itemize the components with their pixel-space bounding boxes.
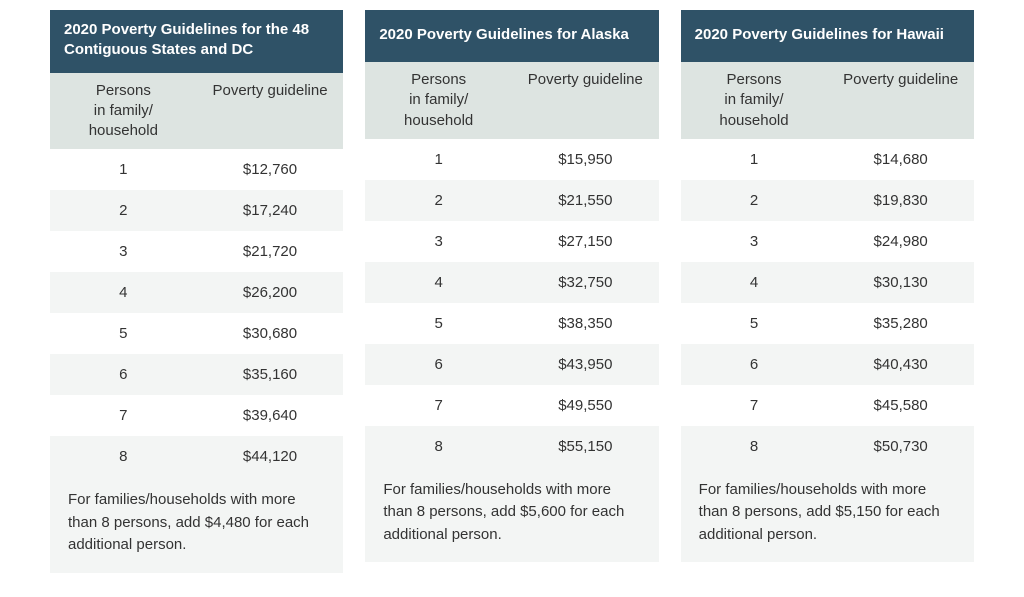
- cell-guideline: $19,830: [827, 180, 974, 221]
- cell-guideline: $45,580: [827, 385, 974, 426]
- column-header-guideline: Poverty guideline: [512, 62, 659, 139]
- cell-persons: 4: [365, 262, 512, 303]
- cell-guideline: $21,720: [197, 231, 344, 272]
- table-row: 3$21,720: [50, 231, 343, 272]
- cell-guideline: $26,200: [197, 272, 344, 313]
- table-row: 8$44,120: [50, 436, 343, 477]
- table-title: 2020 Poverty Guidelines for Hawaii: [681, 10, 974, 62]
- cell-persons: 3: [50, 231, 197, 272]
- table-row: 8$50,730: [681, 426, 974, 467]
- table-row: 4$26,200: [50, 272, 343, 313]
- table-row: 5$30,680: [50, 313, 343, 354]
- cell-persons: 5: [365, 303, 512, 344]
- cell-guideline: $27,150: [512, 221, 659, 262]
- table-title: 2020 Poverty Guidelines for Alaska: [365, 10, 658, 62]
- poverty-table-alaska: 2020 Poverty Guidelines for Alaska Perso…: [365, 10, 658, 573]
- poverty-table-hawaii: 2020 Poverty Guidelines for Hawaii Perso…: [681, 10, 974, 573]
- table-row: 3$27,150: [365, 221, 658, 262]
- cell-guideline: $38,350: [512, 303, 659, 344]
- cell-persons: 8: [50, 436, 197, 477]
- cell-persons: 6: [365, 344, 512, 385]
- tables-container: 2020 Poverty Guidelines for the 48 Conti…: [50, 10, 974, 573]
- cell-guideline: $49,550: [512, 385, 659, 426]
- table-row: 4$32,750: [365, 262, 658, 303]
- table-row: 4$30,130: [681, 262, 974, 303]
- cell-guideline: $35,280: [827, 303, 974, 344]
- cell-guideline: $44,120: [197, 436, 344, 477]
- table-row: 7$39,640: [50, 395, 343, 436]
- cell-guideline: $15,950: [512, 139, 659, 180]
- column-header-persons: Personsin family/household: [50, 73, 197, 150]
- cell-persons: 7: [50, 395, 197, 436]
- cell-persons: 8: [681, 426, 828, 467]
- table-row: 2$17,240: [50, 190, 343, 231]
- cell-guideline: $17,240: [197, 190, 344, 231]
- table-row: 3$24,980: [681, 221, 974, 262]
- table-footnote: For families/households with more than 8…: [681, 467, 974, 563]
- cell-guideline: $40,430: [827, 344, 974, 385]
- cell-persons: 2: [50, 190, 197, 231]
- cell-persons: 4: [681, 262, 828, 303]
- cell-guideline: $50,730: [827, 426, 974, 467]
- cell-guideline: $43,950: [512, 344, 659, 385]
- table-title: 2020 Poverty Guidelines for the 48 Conti…: [50, 10, 343, 73]
- table-row: 6$43,950: [365, 344, 658, 385]
- table-row: 6$40,430: [681, 344, 974, 385]
- table-row: 8$55,150: [365, 426, 658, 467]
- table-row: 5$35,280: [681, 303, 974, 344]
- cell-guideline: $35,160: [197, 354, 344, 395]
- cell-persons: 1: [50, 149, 197, 190]
- column-header-guideline: Poverty guideline: [827, 62, 974, 139]
- cell-persons: 4: [50, 272, 197, 313]
- cell-guideline: $39,640: [197, 395, 344, 436]
- cell-persons: 7: [365, 385, 512, 426]
- cell-persons: 2: [365, 180, 512, 221]
- cell-persons: 6: [50, 354, 197, 395]
- column-header-persons: Personsin family/household: [365, 62, 512, 139]
- cell-persons: 5: [681, 303, 828, 344]
- cell-guideline: $12,760: [197, 149, 344, 190]
- column-headers: Personsin family/household Poverty guide…: [681, 62, 974, 139]
- cell-persons: 7: [681, 385, 828, 426]
- cell-persons: 1: [365, 139, 512, 180]
- column-headers: Personsin family/household Poverty guide…: [50, 73, 343, 150]
- table-row: 7$45,580: [681, 385, 974, 426]
- poverty-table-contiguous: 2020 Poverty Guidelines for the 48 Conti…: [50, 10, 343, 573]
- cell-persons: 3: [681, 221, 828, 262]
- table-footnote: For families/households with more than 8…: [50, 477, 343, 573]
- column-header-persons: Personsin family/household: [681, 62, 828, 139]
- cell-persons: 5: [50, 313, 197, 354]
- cell-guideline: $24,980: [827, 221, 974, 262]
- cell-persons: 2: [681, 180, 828, 221]
- column-header-guideline: Poverty guideline: [197, 73, 344, 150]
- cell-guideline: $55,150: [512, 426, 659, 467]
- table-footnote: For families/households with more than 8…: [365, 467, 658, 563]
- cell-guideline: $32,750: [512, 262, 659, 303]
- table-row: 1$14,680: [681, 139, 974, 180]
- table-row: 6$35,160: [50, 354, 343, 395]
- table-row: 2$21,550: [365, 180, 658, 221]
- table-row: 1$12,760: [50, 149, 343, 190]
- table-row: 1$15,950: [365, 139, 658, 180]
- table-row: 5$38,350: [365, 303, 658, 344]
- cell-persons: 3: [365, 221, 512, 262]
- cell-persons: 8: [365, 426, 512, 467]
- column-headers: Personsin family/household Poverty guide…: [365, 62, 658, 139]
- table-row: 7$49,550: [365, 385, 658, 426]
- cell-persons: 1: [681, 139, 828, 180]
- cell-guideline: $14,680: [827, 139, 974, 180]
- cell-guideline: $30,680: [197, 313, 344, 354]
- cell-guideline: $30,130: [827, 262, 974, 303]
- cell-persons: 6: [681, 344, 828, 385]
- table-row: 2$19,830: [681, 180, 974, 221]
- cell-guideline: $21,550: [512, 180, 659, 221]
